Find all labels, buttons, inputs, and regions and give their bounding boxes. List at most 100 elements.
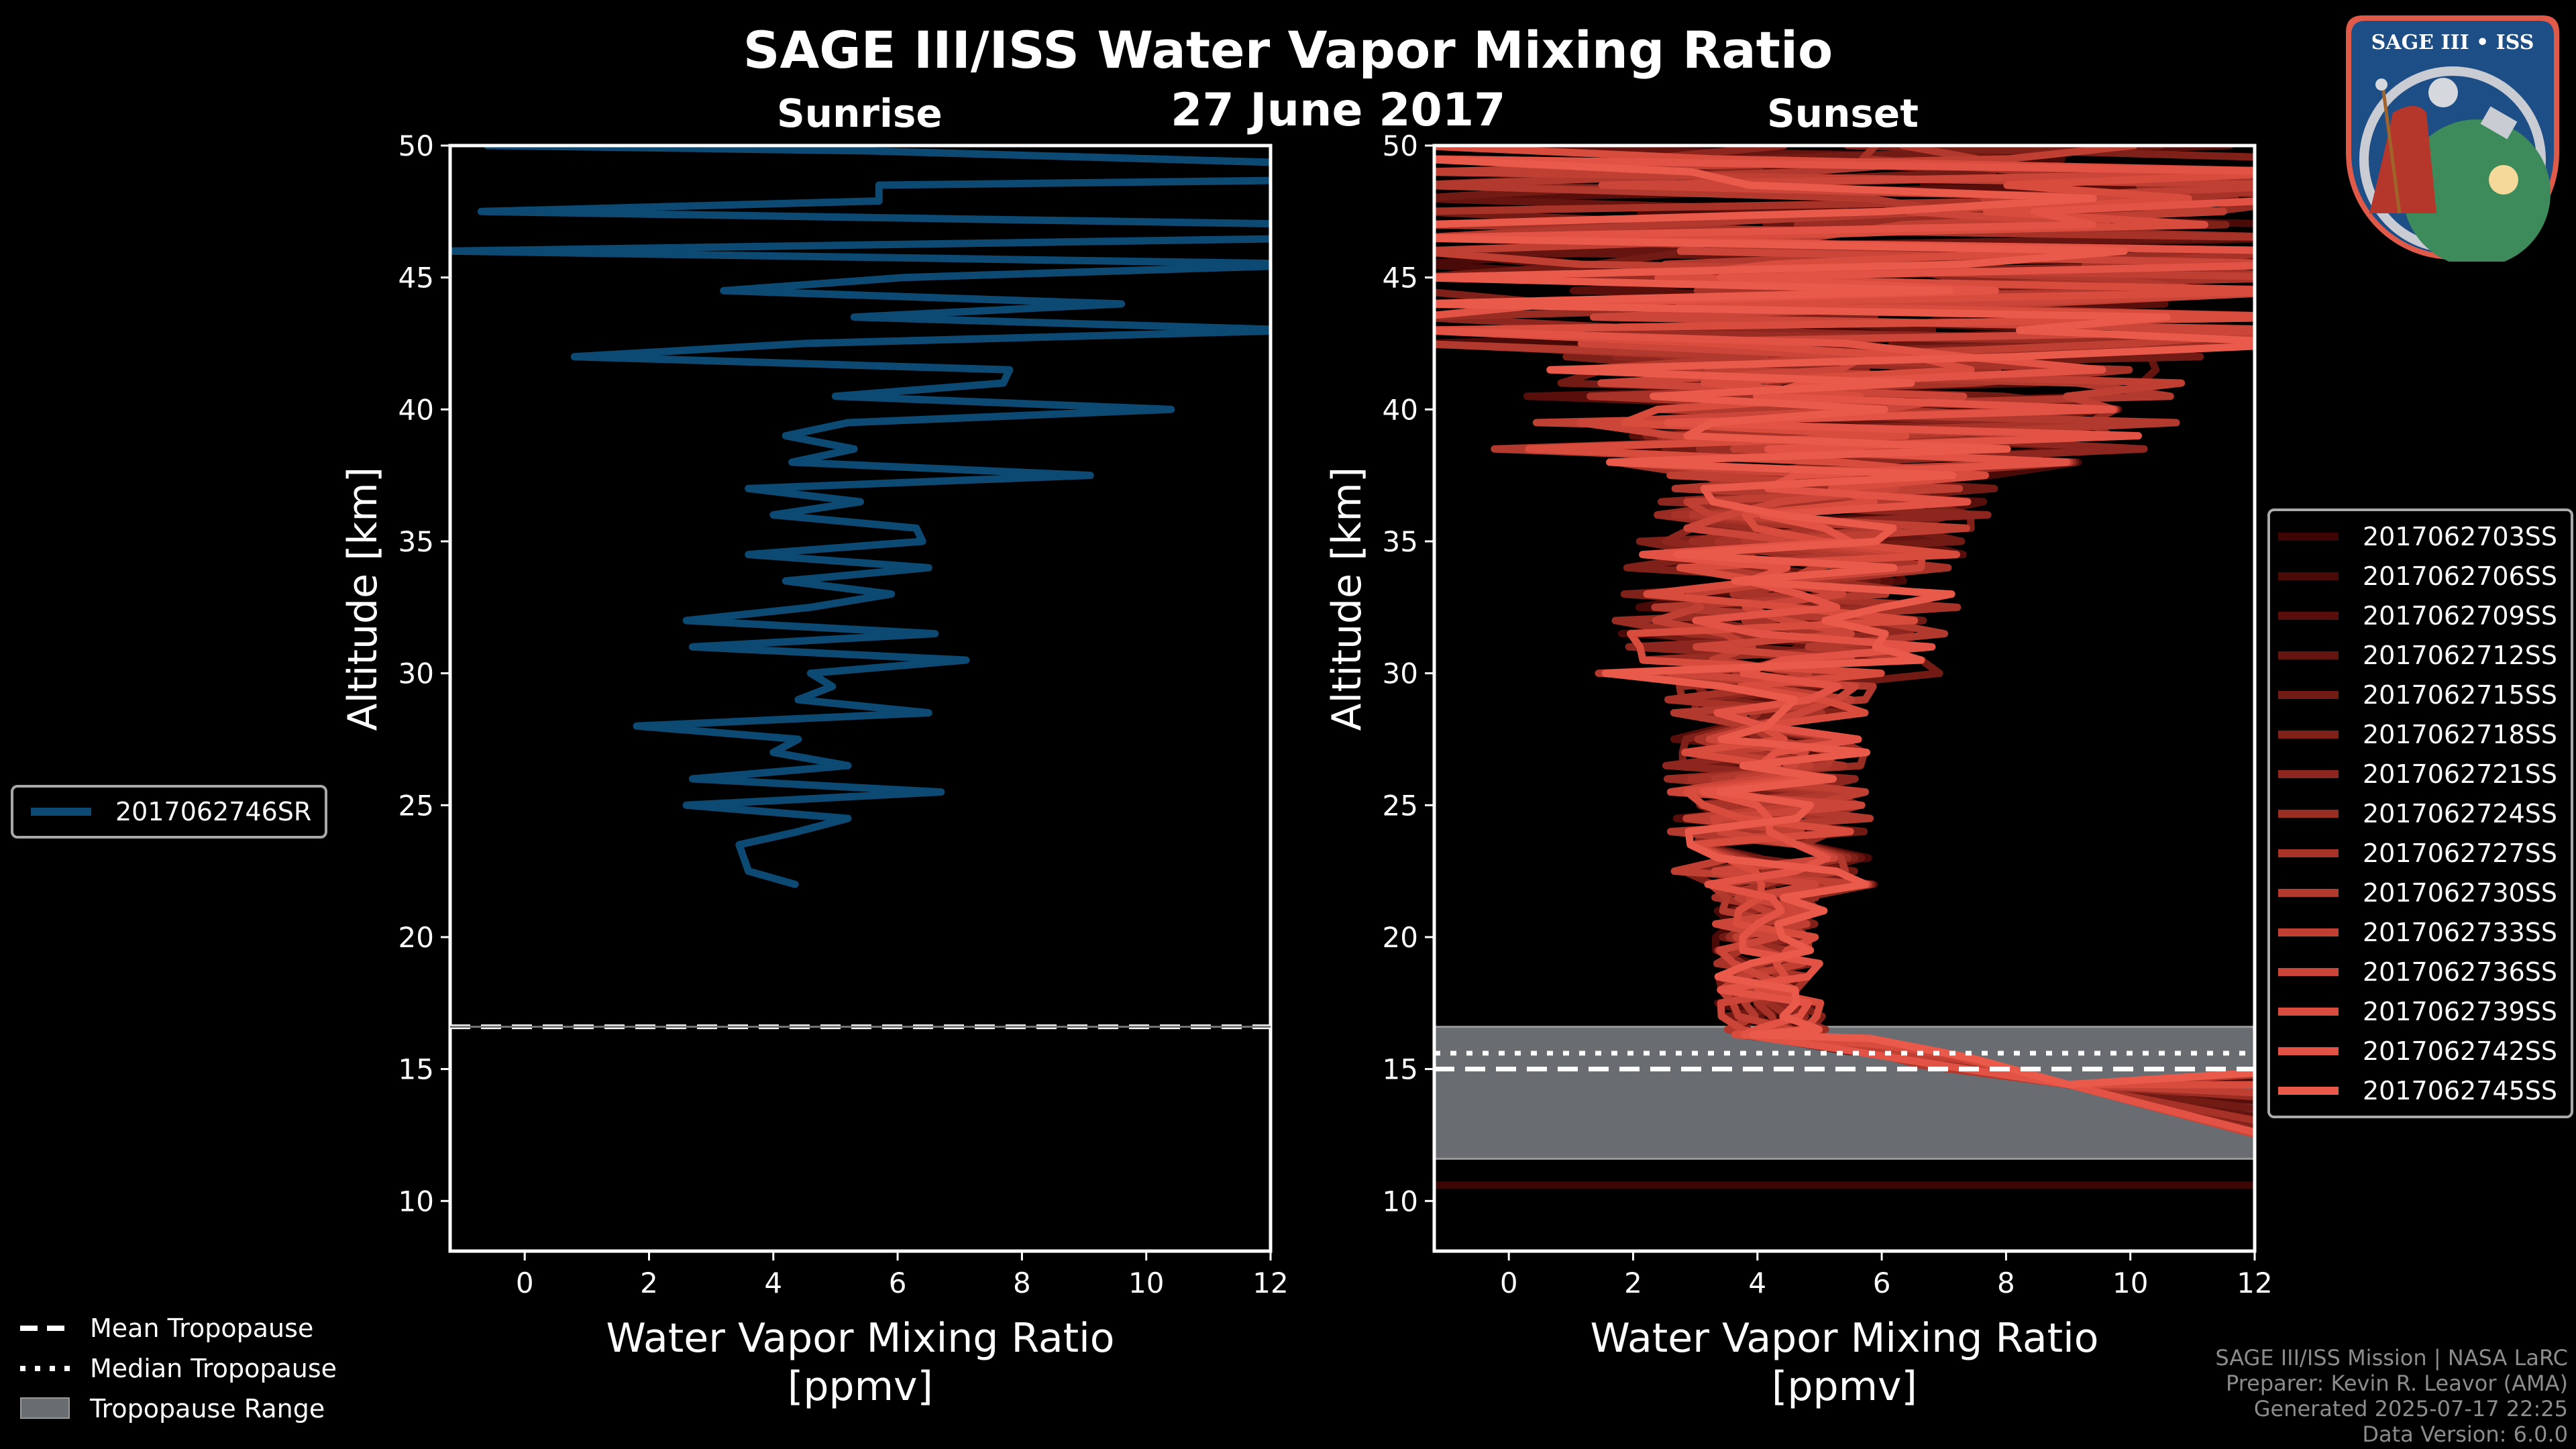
credits-generated: Generated 2025-07-17 22:25 (2253, 1396, 2568, 1421)
y-tick-label: 30 (1383, 657, 1418, 690)
x-tick-label: 4 (764, 1267, 782, 1299)
legend-label: 2017062712SS (2363, 640, 2558, 670)
legend-label: 2017062724SS (2363, 798, 2558, 828)
legend-label: 2017062715SS (2363, 680, 2558, 710)
x-tick-label: 8 (1013, 1267, 1031, 1299)
legend-label: 2017062703SS (2363, 521, 2558, 551)
legend-label: 2017062739SS (2363, 996, 2558, 1026)
y-tick-label: 20 (1383, 921, 1418, 954)
legend-item[interactable]: 2017062736SS (2278, 952, 2557, 991)
legend-label: 2017062730SS (2363, 877, 2558, 908)
axes-frame (1432, 144, 2257, 1253)
legend-item[interactable]: 2017062706SS (2278, 556, 2557, 596)
y-tick-label: 50 (398, 129, 434, 162)
credits-preparer: Preparer: Kevin R. Leavor (AMA) (2225, 1371, 2568, 1396)
legend-item[interactable]: 2017062709SS (2278, 596, 2557, 635)
credits-mission: SAGE III/ISS Mission | NASA LaRC (2215, 1345, 2568, 1371)
x-tick-label: 12 (2237, 1267, 2272, 1299)
legend-swatch (31, 808, 91, 816)
y-tick-label: 40 (398, 393, 434, 426)
legend-swatch (2278, 849, 2339, 857)
legend-label: 2017062727SS (2363, 838, 2558, 868)
x-axis-label: [ppmv] (788, 1363, 933, 1410)
legend-item[interactable]: 2017062703SS (2278, 517, 2557, 556)
y-tick-label: 35 (1383, 525, 1418, 558)
legend-swatch (2278, 967, 2339, 976)
profiles-group (1434, 146, 2255, 1189)
x-tick-label: 6 (1873, 1267, 1891, 1299)
y-tick-label: 40 (1383, 393, 1418, 426)
legend-item[interactable]: 2017062724SS (2278, 794, 2557, 833)
legend-item[interactable]: 2017062721SS (2278, 754, 2557, 794)
legend-item[interactable]: 2017062727SS (2278, 833, 2557, 873)
earth-icon (2403, 119, 2551, 262)
legend-item[interactable]: 2017062733SS (2278, 912, 2557, 952)
chart-title: SAGE III/ISS Water Vapor Mixing Ratio (743, 20, 1833, 80)
legend-item[interactable]: 2017062739SS (2278, 991, 2557, 1031)
sunrise-panel-title: Sunrise (777, 91, 943, 136)
sun-icon (2489, 165, 2518, 195)
legend-item[interactable]: 2017062730SS (2278, 873, 2557, 912)
legend-swatch (2278, 651, 2339, 659)
legend-item[interactable]: 2017062745SS (2278, 1071, 2557, 1110)
y-tick-label: 50 (1383, 129, 1418, 162)
x-tick-label: 8 (1997, 1267, 2015, 1299)
dotted-line-icon (20, 1366, 70, 1371)
mission-patch-logo: SAGE III • ISS (2346, 15, 2559, 262)
range-fill-icon (20, 1397, 70, 1419)
y-tick-label: 25 (398, 789, 434, 822)
legend-item[interactable]: 2017062712SS (2278, 635, 2557, 675)
axes-frame (448, 144, 1273, 1253)
date-subtitle: 27 June 2017 (1171, 84, 1506, 137)
x-tick-label: 4 (1748, 1267, 1766, 1299)
legend-swatch (2278, 572, 2339, 580)
legend-item-tropopause-range[interactable]: Tropopause Range (20, 1389, 337, 1429)
legend-swatch (2278, 809, 2339, 818)
x-tick-label: 2 (1624, 1267, 1642, 1299)
x-tick-label: 6 (889, 1267, 907, 1299)
legend-label: 2017062718SS (2363, 719, 2558, 749)
sunrise-panel: 0 2 4 6 8 10 12 10 15 20 25 30 35 40 45 50 Water Vapor M… (339, 129, 1289, 1410)
legend-label: 2017062736SS (2363, 957, 2558, 987)
legend-swatch (2278, 1046, 2339, 1055)
legend-swatch (2278, 769, 2339, 778)
profile-line-2017062746SR (450, 146, 1271, 888)
legend-swatch (2278, 730, 2339, 739)
legend-swatch (2278, 611, 2339, 620)
legend-label: 2017062706SS (2363, 561, 2558, 591)
sunset-panel-title: Sunset (1767, 91, 1919, 136)
legend-item[interactable]: 2017062718SS (2278, 714, 2557, 754)
iss-icon (2480, 106, 2518, 140)
x-tick-label: 2 (640, 1267, 658, 1299)
legend-label: Mean Tropopause (90, 1313, 314, 1343)
legend-swatch (2278, 888, 2339, 897)
y-tick-label: 10 (1383, 1185, 1418, 1218)
moon-icon (2428, 78, 2458, 107)
profiles-group (450, 146, 1271, 888)
wizard-icon (2369, 106, 2436, 213)
legend-item[interactable]: 2017062742SS (2278, 1031, 2557, 1071)
x-tick-label: 10 (2112, 1267, 2148, 1299)
credits-version: Data Version: 6.0.0 (2362, 1421, 2568, 1447)
y-tick-label: 30 (398, 657, 434, 690)
y-tick-label: 45 (1383, 262, 1418, 294)
x-axis-label: Water Vapor Mixing Ratio (606, 1315, 1115, 1362)
legend-swatch (2278, 532, 2339, 541)
sunset-panel: 0 2 4 6 8 10 12 10 15 20 25 30 35 40 45 50 Water Vapor M… (1324, 129, 2273, 1410)
legend-item[interactable]: 2017062746SR (31, 797, 311, 826)
y-tick-label: 45 (398, 262, 434, 294)
legend-swatch (2278, 1086, 2339, 1095)
y-axis-label: Altitude [km] (1324, 467, 1371, 731)
tropopause-legend: Mean Tropopause Median Tropopause Tropop… (20, 1308, 337, 1429)
y-tick-label: 15 (398, 1053, 434, 1086)
legend-label: 2017062721SS (2363, 759, 2558, 789)
legend-item-median-tropopause[interactable]: Median Tropopause (20, 1348, 337, 1389)
legend-item[interactable]: 2017062715SS (2278, 675, 2557, 714)
y-tick-label: 25 (1383, 789, 1418, 822)
legend-swatch (2278, 1007, 2339, 1016)
x-tick-label: 0 (1500, 1267, 1518, 1299)
staff-orb-icon (2375, 78, 2387, 91)
legend-item-mean-tropopause[interactable]: Mean Tropopause (20, 1308, 337, 1348)
profile-line-2017062736SS (1434, 155, 2255, 1138)
legend-label: 2017062733SS (2363, 917, 2558, 947)
